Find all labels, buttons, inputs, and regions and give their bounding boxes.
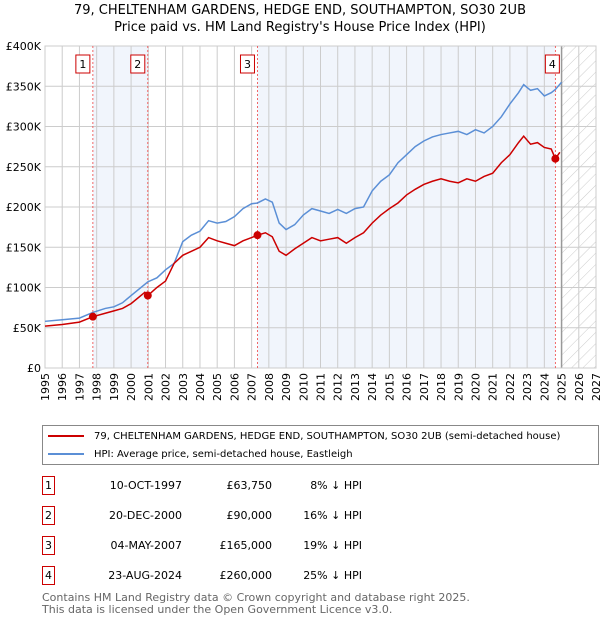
sale-label: 3 xyxy=(244,58,251,71)
x-tick-label: 2004 xyxy=(194,373,207,401)
sale-hpi-diff: 19% ↓ HPI xyxy=(303,539,362,552)
sale-number: 4 xyxy=(42,566,55,585)
sale-price: £260,000 xyxy=(219,569,273,582)
x-tick-label: 2005 xyxy=(211,373,224,401)
sale-number: 2 xyxy=(42,506,55,525)
x-tick-label: 2018 xyxy=(435,373,448,401)
sale-label: 1 xyxy=(79,58,86,71)
blue-line-swatch xyxy=(48,453,84,455)
x-tick-label: 2019 xyxy=(452,373,465,401)
sale-point xyxy=(88,312,97,321)
legend-item-hpi: HPI: Average price, semi-detached house,… xyxy=(43,446,353,462)
footer-line: Contains HM Land Registry data © Crown c… xyxy=(42,591,470,604)
x-tick-label: 2008 xyxy=(263,373,276,401)
x-tick-label: 2013 xyxy=(349,373,362,401)
chart-title: 79, CHELTENHAM GARDENS, HEDGE END, SOUTH… xyxy=(73,3,526,18)
sale-label: 2 xyxy=(134,58,141,71)
sale-date: 10-OCT-1997 xyxy=(109,479,182,492)
x-tick-label: 2024 xyxy=(538,373,551,401)
sale-row: 4 23-AUG-2024 £260,000 25% ↓ HPI xyxy=(42,566,442,586)
x-tick-label: 2002 xyxy=(160,373,173,401)
sale-label-box xyxy=(130,54,146,74)
sale-label-box xyxy=(544,54,560,74)
sale-point xyxy=(253,231,262,240)
sale-point xyxy=(551,154,560,163)
sale-hpi-diff: 25% ↓ HPI xyxy=(303,569,362,582)
y-tick-label: £400K xyxy=(6,40,42,53)
plot-border xyxy=(44,45,597,369)
sale-label-box xyxy=(75,54,91,74)
x-tick-label: 2001 xyxy=(142,373,155,401)
x-tick-label: 1997 xyxy=(73,373,86,401)
legend-label: 79, CHELTENHAM GARDENS, HEDGE END, SOUTH… xyxy=(94,430,561,442)
x-tick-label: 2006 xyxy=(228,373,241,401)
footer: Contains HM Land Registry data © Crown c… xyxy=(42,592,470,616)
x-tick-label: 2009 xyxy=(280,373,293,401)
sale-date: 04-MAY-2007 xyxy=(110,539,182,552)
x-tick-label: 2020 xyxy=(469,373,482,401)
x-tick-label: 1995 xyxy=(39,373,52,401)
legend: 79, CHELTENHAM GARDENS, HEDGE END, SOUTH… xyxy=(42,425,599,465)
sale-label-box xyxy=(239,54,255,74)
footer-line: This data is licensed under the Open Gov… xyxy=(42,603,393,616)
sale-row: 2 20-DEC-2000 £90,000 16% ↓ HPI xyxy=(42,506,442,526)
y-tick-label: £300K xyxy=(6,121,42,134)
sale-price: £165,000 xyxy=(219,539,273,552)
x-tick-label: 2017 xyxy=(418,373,431,401)
x-tick-label: 1999 xyxy=(108,373,121,401)
x-tick-label: 2022 xyxy=(504,373,517,401)
y-tick-label: £150K xyxy=(6,241,42,254)
y-tick-label: £0 xyxy=(27,362,41,375)
x-tick-label: 2027 xyxy=(590,373,600,401)
x-tick-label: 2025 xyxy=(556,373,569,401)
sale-number: 1 xyxy=(42,476,55,495)
y-tick-label: £100K xyxy=(6,282,42,295)
sale-price: £63,750 xyxy=(226,479,273,492)
sale-point xyxy=(143,291,152,300)
y-tick-label: £350K xyxy=(6,80,42,93)
sale-date: 23-AUG-2024 xyxy=(108,569,182,582)
legend-item-property: 79, CHELTENHAM GARDENS, HEDGE END, SOUTH… xyxy=(43,428,560,444)
x-tick-label: 2012 xyxy=(332,373,345,401)
sale-row: 3 04-MAY-2007 £165,000 19% ↓ HPI xyxy=(42,536,442,556)
x-tick-label: 1998 xyxy=(91,373,104,401)
sale-number: 3 xyxy=(42,536,55,555)
sale-price: £90,000 xyxy=(226,509,273,522)
x-tick-label: 2011 xyxy=(315,373,328,401)
property-price-line xyxy=(44,134,561,327)
x-tick-label: 2007 xyxy=(246,373,259,401)
price-chart: 1995 1996 1997 1998 1999 2000 2001 2002 2003 2004… xyxy=(6,40,600,401)
x-tick-label: 2021 xyxy=(487,373,500,401)
x-tick-label: 1996 xyxy=(56,373,69,401)
sale-date: 20-DEC-2000 xyxy=(108,509,182,522)
sale-label: 4 xyxy=(549,58,556,71)
y-tick-label: £250K xyxy=(6,161,42,174)
x-tick-label: 2026 xyxy=(573,373,586,401)
sale-hpi-diff: 16% ↓ HPI xyxy=(303,509,362,522)
x-tick-label: 2016 xyxy=(401,373,414,401)
x-tick-label: 2015 xyxy=(383,373,396,401)
chart-subtitle: Price paid vs. HM Land Registry's House … xyxy=(114,20,486,35)
x-tick-label: 2000 xyxy=(125,373,138,401)
x-tick-label: 2003 xyxy=(177,373,190,401)
x-tick-label: 2014 xyxy=(366,373,379,401)
hpi-line xyxy=(44,81,563,323)
x-tick-label: 2023 xyxy=(521,373,534,401)
legend-label: HPI: Average price, semi-detached house,… xyxy=(94,448,353,460)
red-line-swatch xyxy=(48,435,84,437)
y-tick-label: £50K xyxy=(13,322,42,335)
x-tick-label: 2010 xyxy=(297,373,310,401)
sale-hpi-diff: 8% ↓ HPI xyxy=(310,479,362,492)
sale-row: 1 10-OCT-1997 £63,750 8% ↓ HPI xyxy=(42,476,442,496)
y-tick-label: £200K xyxy=(6,201,42,214)
